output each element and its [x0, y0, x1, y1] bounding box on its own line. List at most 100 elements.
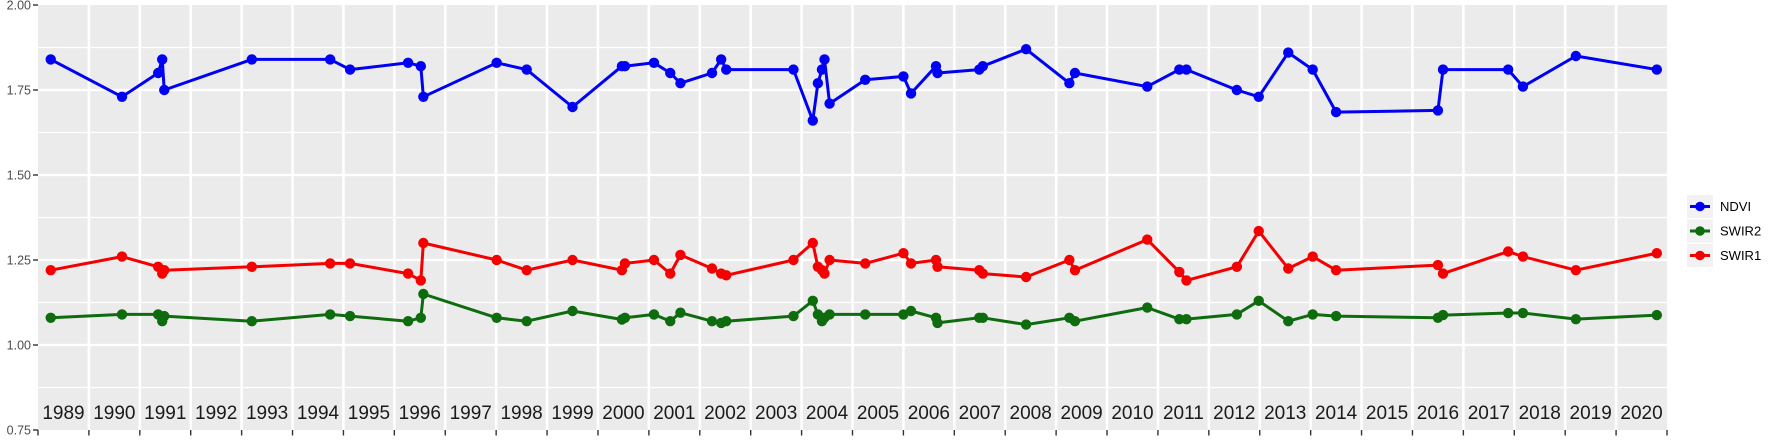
data-point-ndvi [1069, 67, 1081, 79]
data-point-swir1 [1432, 259, 1444, 271]
data-point-ndvi [152, 67, 164, 79]
data-point-swir1 [521, 265, 532, 276]
data-point-ndvi [932, 67, 943, 79]
data-point-swir2 [325, 309, 336, 320]
data-point-swir2 [932, 317, 943, 329]
data-point-ndvi [1437, 64, 1449, 75]
data-point-ndvi [905, 88, 917, 99]
data-point-swir1 [1142, 234, 1153, 245]
series-line-ndvi [49, 47, 1659, 123]
x-axis-ticks [37, 430, 1668, 436]
data-point-swir2 [1181, 313, 1192, 325]
data-point-ndvi [619, 60, 631, 72]
data-point-ndvi [325, 54, 336, 65]
data-point-swir2 [824, 309, 835, 320]
data-point-swir2 [648, 309, 660, 320]
data-point-ndvi [788, 64, 799, 75]
data-point-swir2 [1307, 309, 1318, 320]
data-point-swir2 [807, 295, 818, 306]
data-point-ndvi [807, 115, 818, 126]
data-point-ndvi [1253, 91, 1264, 103]
year-label: 2011 [1163, 403, 1204, 424]
data-point-ndvi [1181, 64, 1192, 75]
data-point-swir2 [675, 307, 686, 318]
data-point-ndvi [1432, 105, 1444, 116]
data-point-swir1 [567, 254, 578, 266]
series-swir2 [45, 288, 1663, 330]
legend: NDVI SWIR2 SWIR1 [1687, 195, 1761, 267]
year-label: 1997 [450, 403, 492, 424]
data-point-ndvi [567, 101, 578, 113]
data-point-swir2 [521, 316, 532, 327]
data-point-swir1 [1570, 265, 1582, 276]
data-point-swir1 [648, 254, 660, 266]
year-label: 2005 [857, 403, 899, 424]
data-point-swir2 [1517, 307, 1529, 319]
year-label: 2019 [1570, 403, 1612, 424]
year-label: 1995 [348, 403, 390, 424]
data-point-swir1 [1253, 225, 1264, 237]
data-point-swir2 [1502, 307, 1514, 319]
data-point-swir1 [1064, 254, 1075, 266]
data-point-swir2 [788, 310, 799, 322]
data-point-swir1 [1283, 263, 1294, 274]
data-point-ndvi [665, 67, 676, 79]
data-point-swir2 [344, 310, 356, 322]
data-point-swir1 [344, 258, 356, 269]
year-label: 2001 [653, 403, 695, 424]
legend-label: SWIR2 [1720, 224, 1761, 239]
data-point-swir1 [402, 268, 414, 279]
data-point-ndvi [1020, 44, 1032, 55]
data-point-swir2 [1283, 316, 1294, 327]
year-label: 2006 [908, 403, 950, 424]
data-point-swir2 [1330, 310, 1342, 322]
data-point-swir1 [246, 261, 258, 272]
year-label: 2007 [959, 403, 1001, 424]
data-point-swir2 [418, 288, 429, 300]
data-point-swir2 [1570, 313, 1582, 325]
data-point-swir1 [159, 265, 170, 276]
data-point-swir1 [706, 263, 718, 274]
data-point-swir2 [1142, 302, 1153, 313]
data-point-ndvi [812, 78, 824, 89]
legend-dot-icon [1695, 201, 1705, 212]
data-point-swir1 [116, 251, 128, 262]
data-point-ndvi [45, 54, 56, 65]
data-point-swir2 [905, 305, 917, 317]
data-point-ndvi [415, 60, 427, 72]
data-point-swir2 [116, 309, 128, 320]
y-axis-label: 1.25 [7, 253, 31, 267]
year-label: 2015 [1366, 403, 1408, 424]
data-point-swir2 [1020, 319, 1032, 330]
data-point-ndvi [521, 64, 532, 75]
data-point-swir1 [1231, 261, 1243, 272]
data-point-swir1 [898, 248, 909, 259]
data-point-swir1 [977, 268, 989, 279]
data-point-swir1 [788, 254, 799, 266]
data-point-swir2 [246, 316, 258, 327]
legend-dot-icon [1695, 226, 1705, 236]
y-axis-label: 2.00 [7, 0, 31, 12]
data-point-ndvi [491, 57, 502, 68]
data-point-ndvi [1142, 81, 1153, 92]
data-point-swir2 [706, 316, 718, 327]
series-ndvi [45, 44, 1663, 126]
data-point-swir2 [491, 312, 502, 323]
data-point-swir1 [45, 265, 56, 276]
data-point-ndvi [1502, 64, 1514, 75]
year-label: 2020 [1620, 403, 1662, 424]
data-point-ndvi [159, 84, 170, 96]
legend-dot-icon [1695, 250, 1705, 261]
data-point-ndvi [1064, 78, 1075, 89]
data-point-swir1 [325, 258, 336, 269]
data-point-swir2 [402, 316, 414, 327]
data-point-swir2 [45, 312, 56, 323]
data-point-ndvi [1330, 106, 1342, 118]
y-axis-label: 0.75 [7, 423, 31, 437]
gridlines-vertical [87, 5, 1618, 430]
data-point-ndvi [977, 60, 989, 72]
year-label: 1992 [195, 403, 237, 424]
year-label: 1994 [297, 403, 340, 424]
data-point-swir1 [1181, 275, 1192, 286]
